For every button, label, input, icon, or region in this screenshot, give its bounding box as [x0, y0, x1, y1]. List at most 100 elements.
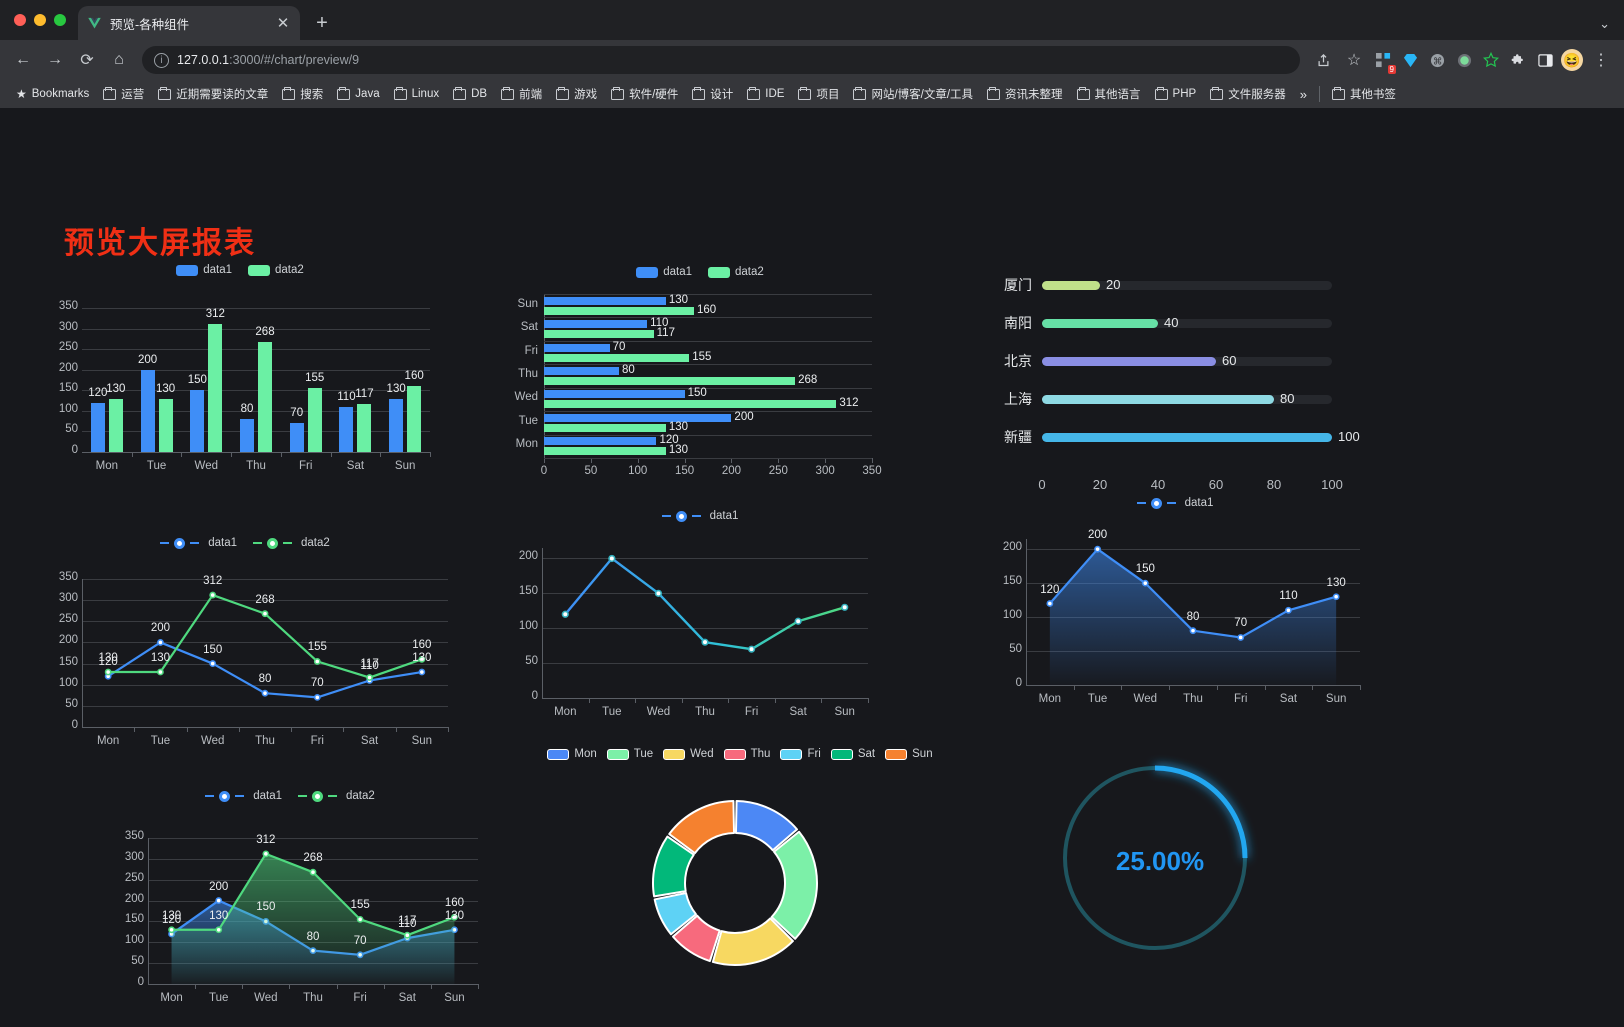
bookmark-item[interactable]: 近期需要读的文章	[152, 83, 274, 105]
bar[interactable]	[407, 386, 422, 452]
bar[interactable]	[258, 341, 272, 452]
legend-item-data1[interactable]: data1	[636, 266, 692, 278]
bookmark-item[interactable]: Java	[331, 85, 385, 103]
bar[interactable]	[544, 400, 837, 409]
bar[interactable]	[140, 369, 155, 452]
bookmark-item[interactable]: DB	[447, 85, 493, 103]
bookmark-item[interactable]: 搜索	[276, 83, 329, 105]
bookmark-item[interactable]: IDE	[741, 85, 790, 103]
diamond-icon[interactable]	[1397, 47, 1423, 73]
chart-progress-bars[interactable]: 厦门 20 南阳 40 北京 60 上海 80 新疆 100 0 20 40 60 80 100	[990, 263, 1370, 493]
bookmark-item[interactable]: 软件/硬件	[605, 83, 684, 105]
bar[interactable]	[544, 437, 657, 446]
progress-row[interactable]: 南阳 40	[990, 313, 1332, 333]
progress-row[interactable]: 新疆 100	[990, 427, 1360, 447]
donut-slice-sun[interactable]	[668, 800, 736, 855]
bar[interactable]	[544, 377, 796, 385]
share-icon[interactable]	[1308, 45, 1338, 75]
browser-tab[interactable]: 预览-各种组件 ✕	[78, 6, 300, 40]
maximize-window-button[interactable]	[54, 14, 66, 26]
legend-item-data2[interactable]: data2	[298, 790, 375, 802]
bookmark-item[interactable]: 资讯未整理	[981, 83, 1069, 105]
donut-slice-sat[interactable]	[652, 835, 695, 898]
chevron-down-icon[interactable]: ⌄	[1599, 16, 1610, 31]
legend-item-mon[interactable]: Mon	[547, 748, 597, 760]
donut-slice-mon[interactable]	[734, 800, 799, 852]
legend-item-tue[interactable]: Tue	[606, 748, 653, 760]
minimize-window-button[interactable]	[34, 14, 46, 26]
legend-item-data1[interactable]: data1	[205, 790, 282, 802]
chart-area-double[interactable]: data1 data2 0 50 100 150 200 250 300 350 120 200 1…	[90, 786, 490, 1004]
legend-item-data1[interactable]: data1	[176, 264, 232, 276]
legend-item-data2[interactable]: data2	[253, 537, 330, 549]
bar[interactable]	[544, 296, 666, 305]
tab-close-icon[interactable]: ✕	[276, 15, 290, 32]
bookmark-item[interactable]: 游戏	[550, 83, 603, 105]
bar[interactable]	[544, 330, 654, 339]
chart-line-gradient[interactable]: data1 0 50 100 150 200 Mon Tue Wed Thu Fri Sat Sun	[500, 506, 900, 721]
progress-row[interactable]: 北京 60	[990, 351, 1332, 371]
legend-item-sun[interactable]: Sun	[885, 748, 933, 760]
progress-track[interactable]: 40	[1042, 315, 1332, 330]
bar[interactable]	[389, 398, 404, 452]
bookmarks-overflow-button[interactable]: »	[1299, 86, 1307, 102]
legend-item-thu[interactable]: Thu	[723, 748, 770, 760]
progress-row[interactable]: 上海 80	[990, 389, 1332, 409]
bar[interactable]	[307, 388, 322, 452]
bar[interactable]	[544, 447, 666, 456]
chart-line-double[interactable]: data1 data2 0 50 100 150 200 250 300 350 120 200 1…	[30, 533, 460, 748]
progress-row[interactable]: 厦门 20	[990, 275, 1332, 295]
bar[interactable]	[240, 419, 254, 452]
chart-bar-vertical[interactable]: data1 data2 0 50 100 150 200 250 300 350 Mon 120 1…	[30, 258, 450, 478]
new-tab-button[interactable]: +	[316, 11, 328, 34]
bookmark-item[interactable]: 项目	[792, 83, 845, 105]
progress-track[interactable]: 80	[1042, 391, 1332, 406]
bar[interactable]	[339, 406, 354, 452]
extension-icon-grid[interactable]: 9	[1370, 47, 1396, 74]
bar[interactable]	[544, 306, 694, 315]
home-button[interactable]: ⌂	[114, 51, 124, 68]
bookmarks-root[interactable]: ★ Bookmarks	[10, 84, 95, 104]
bar[interactable]	[90, 402, 105, 452]
legend-item-data1[interactable]: data1	[160, 537, 237, 549]
progress-track[interactable]: 20	[1042, 277, 1332, 292]
bookmark-item[interactable]: 网站/博客/文章/工具	[847, 83, 979, 105]
bar[interactable]	[544, 343, 610, 352]
donut-slice-thu[interactable]	[671, 914, 721, 963]
bar[interactable]	[544, 390, 685, 399]
bar[interactable]	[289, 423, 304, 452]
chart-area-single[interactable]: data1 0 50 100 150 200 120 200 150 80 70 110 130 Mon…	[980, 493, 1370, 708]
donut-slice-fri[interactable]	[653, 892, 697, 936]
bar[interactable]	[208, 323, 223, 452]
bar[interactable]	[544, 423, 666, 432]
command-icon[interactable]: ⌘	[1424, 47, 1450, 73]
bookmark-item[interactable]: 前端	[495, 83, 548, 105]
bar[interactable]	[544, 413, 732, 422]
bar[interactable]	[108, 398, 123, 452]
bookmark-star-icon[interactable]: ☆	[1346, 52, 1362, 69]
bookmark-item[interactable]: 文件服务器	[1204, 83, 1292, 105]
bookmark-item[interactable]: PHP	[1149, 85, 1203, 103]
legend-item-data2[interactable]: data2	[708, 266, 764, 278]
bar[interactable]	[544, 320, 648, 329]
circle-green-icon[interactable]	[1451, 47, 1477, 73]
legend-item-wed[interactable]: Wed	[663, 748, 714, 760]
site-info-icon[interactable]: i	[154, 52, 169, 68]
donut-slice-tue[interactable]	[770, 830, 818, 940]
legend-item-data1[interactable]: data1	[1136, 497, 1213, 509]
bar[interactable]	[544, 353, 690, 362]
star-outline-green-icon[interactable]	[1478, 47, 1504, 73]
donut-slice-wed[interactable]	[711, 917, 794, 966]
legend-item-sat[interactable]: Sat	[830, 748, 875, 760]
bar[interactable]	[190, 390, 205, 452]
bookmark-item[interactable]: 运营	[97, 83, 150, 105]
bookmark-item[interactable]: 设计	[686, 83, 739, 105]
legend-item-fri[interactable]: Fri	[780, 748, 821, 760]
bar[interactable]	[158, 398, 173, 452]
back-button[interactable]: ←	[15, 51, 31, 68]
address-bar[interactable]: i 127.0.0.1:3000/#/chart/preview/9	[142, 46, 1300, 74]
bookmark-other[interactable]: 其他书签	[1326, 83, 1402, 105]
puzzle-extensions-icon[interactable]	[1505, 47, 1531, 73]
progress-track[interactable]: 100	[1042, 429, 1360, 444]
chart-donut[interactable]: Mon Tue Wed Thu Fri Sat Sun	[545, 748, 935, 988]
